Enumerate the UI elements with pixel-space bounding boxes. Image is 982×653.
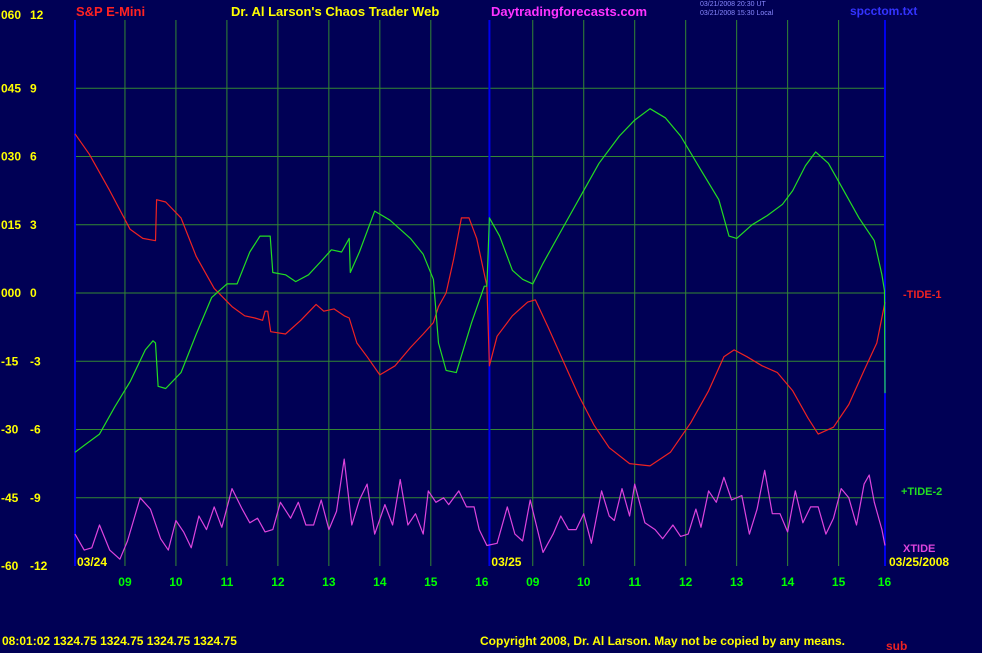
y-left-tick-label: 045 [1,81,21,95]
y-right-tick-label: 12 [30,8,44,22]
x-tick-label: 13 [730,575,744,589]
site-link[interactable]: Daytradingforecasts.com [491,4,648,19]
x-tick-label: 15 [832,575,846,589]
x-tick-label: 14 [373,575,387,589]
y-left-tick-label: -15 [1,354,19,368]
x-tick-label: 12 [271,575,285,589]
tide-1-label: -TIDE-1 [903,289,942,301]
y-left-tick-label: -45 [1,491,19,505]
y-left-tick-label: -60 [1,559,19,573]
y-right-tick-label: 9 [30,81,37,95]
x-tick-label: 16 [878,575,892,589]
x-tick-label: 14 [781,575,795,589]
data-file-name: spcctom.txt [850,4,918,18]
x-tick-label: 16 [475,575,489,589]
x-tick-label: 10 [169,575,183,589]
x-tick-label: 11 [221,575,234,589]
tide-1-line [74,133,886,467]
y-right-tick-label: 0 [30,286,37,300]
y-right-tick-label: 3 [30,218,37,232]
y-left-tick-label: 030 [1,150,21,164]
x-tick-label: 09 [118,575,132,589]
y-left-tick-label: 000 [1,286,21,300]
y-left-tick-label: 060 [1,8,21,22]
y-right-tick-label: -6 [30,423,41,437]
y-right-tick-label: -9 [30,491,41,505]
tide-2-line [74,108,886,453]
x-tick-label: 09 [526,575,540,589]
x-tick-label: 15 [424,575,438,589]
series-labels: -TIDE-1 +TIDE-2 XTIDE [901,289,942,555]
y-right-tick-label: -3 [30,354,41,368]
series-lines [74,108,886,560]
symbol-label: S&P E-Mini [76,4,146,19]
ut-timestamp: 03/21/2008 20:30 UT [700,1,766,8]
y-right-tick-label: -12 [30,559,48,573]
xtide-label: XTIDE [903,543,935,555]
local-timestamp: 03/21/2008 15:30 Local [700,10,774,17]
date-label: 03/25 [491,555,521,569]
x-tick-label: 11 [628,575,641,589]
y-right-tick-label: 6 [30,150,37,164]
grid-lines [74,20,886,566]
chart-title: Dr. Al Larson's Chaos Trader Web [231,4,440,19]
date-label: 03/24 [77,555,107,569]
last-quote: 08:01:02 1324.75 1324.75 1324.75 1324.75 [2,634,237,648]
y-left-tick-label: -30 [1,423,19,437]
y-left-tick-label: 015 [1,218,21,232]
overlap-text: sub [886,639,908,653]
x-tick-label: 13 [322,575,336,589]
x-tick-label: 10 [577,575,591,589]
copyright-notice: Copyright 2008, Dr. Al Larson. May not b… [480,634,845,648]
date-label: 03/25/2008 [889,555,949,569]
x-tick-label: 12 [679,575,693,589]
xtide-line [74,458,886,560]
tide-2-label: +TIDE-2 [901,486,942,498]
